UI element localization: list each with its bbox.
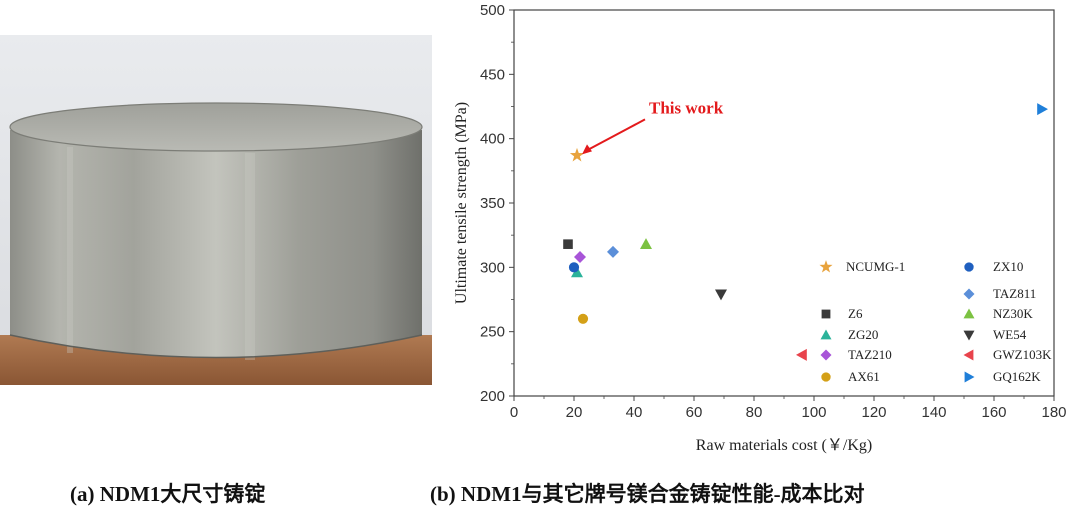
legend-marker-nz30k (963, 308, 975, 319)
x-tick-label: 20 (566, 404, 583, 421)
y-axis-title: Ultimate tensile strength (MPa) (453, 102, 470, 304)
legend-marker-we54 (963, 330, 975, 341)
annotation-label: This work (649, 98, 724, 117)
legend-label-gwz103k: GWZ103K (993, 347, 1052, 362)
annotation-arrow-line (584, 118, 646, 153)
data-point-gwz103k (796, 348, 807, 361)
ingot-photo (0, 35, 432, 385)
data-point-nz30k (640, 238, 652, 249)
caption-b: (b) NDM1与其它牌号镁合金铸锭性能-成本比对 (430, 482, 865, 506)
legend-marker-zx10 (964, 262, 974, 272)
data-point-zg20 (571, 266, 583, 278)
data-point-taz811 (607, 245, 619, 258)
legend-label-z6: Z6 (848, 306, 863, 321)
x-tick-label: 80 (746, 404, 763, 421)
x-tick-label: 160 (981, 404, 1006, 421)
x-tick-label: 0 (510, 404, 518, 421)
legend-marker-gwz103k (963, 349, 974, 361)
y-tick-label: 350 (480, 195, 505, 212)
y-tick-label: 500 (480, 2, 505, 19)
scatter-chart-svg: 0 20 40 60 80 100 120 140 160 180 200 250 300 350 400 4… (453, 2, 1067, 454)
x-tick-label: 120 (861, 404, 886, 421)
x-tick-label: 40 (626, 404, 643, 421)
legend-marker-ax61 (821, 372, 831, 382)
plot-frame (513, 9, 1055, 397)
x-axis-title: Raw materials cost (￥/Kg) (696, 437, 872, 454)
legend-label-we54: WE54 (993, 327, 1027, 342)
annotation-arrow-head (582, 144, 592, 155)
x-tick-label: 140 (921, 404, 946, 421)
legend-label-ax61: AX61 (848, 369, 880, 384)
data-point-gq162k (1037, 103, 1048, 116)
data-point-taz210 (574, 251, 586, 264)
data-point-ncumg-1 (569, 147, 585, 162)
scatter-chart: 0 20 40 60 80 100 120 140 160 180 200 250 300 350 400 4… (438, 0, 1080, 470)
y-tick-label: 450 (480, 66, 505, 83)
ingot-photo-graphic (0, 35, 432, 385)
legend-label-zg20: ZG20 (848, 327, 878, 342)
legend-label-nz30k: NZ30K (993, 306, 1033, 321)
y-tick-label: 300 (480, 259, 505, 276)
legend-marker-taz210 (820, 349, 832, 361)
data-point-zx10 (568, 262, 580, 273)
x-tick-label: 60 (686, 404, 703, 421)
legend-marker-taz811 (963, 288, 975, 300)
data-point-we54 (715, 289, 727, 301)
legend-marker-ncumg-1 (819, 260, 833, 273)
y-tick-label: 400 (480, 131, 505, 148)
legend-marker-zg20 (820, 329, 832, 340)
legend-label-ncumg-1: NCUMG-1 (846, 259, 905, 274)
legend-label-zx10: ZX10 (993, 259, 1023, 274)
data-point-ax61 (577, 313, 589, 324)
caption-a: (a) NDM1大尺寸铸锭 (70, 482, 266, 506)
x-tick-label: 100 (801, 404, 826, 421)
data-point-z6 (563, 239, 573, 249)
legend-marker-gq162k (964, 371, 975, 383)
legend-label-taz210: TAZ210 (848, 347, 892, 362)
legend-label-taz811: TAZ811 (993, 286, 1036, 301)
y-tick-label: 200 (480, 388, 505, 405)
legend-marker-z6 (821, 309, 831, 319)
y-tick-label: 250 (480, 324, 505, 341)
x-tick-label: 180 (1041, 404, 1066, 421)
legend-label-gq162k: GQ162K (993, 369, 1041, 384)
